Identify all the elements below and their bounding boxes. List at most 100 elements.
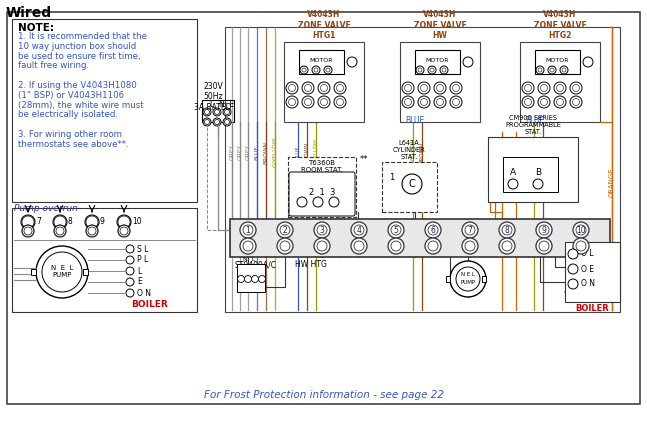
Text: T6360B
ROOM STAT.: T6360B ROOM STAT. (301, 160, 343, 173)
Circle shape (326, 68, 330, 72)
Bar (12, 19, 197, 202)
Text: 1: 1 (389, 173, 395, 181)
Circle shape (428, 66, 436, 74)
Circle shape (450, 261, 486, 297)
Text: PUMP: PUMP (52, 272, 72, 278)
Circle shape (462, 238, 478, 254)
Circle shape (126, 289, 134, 297)
Circle shape (456, 267, 480, 291)
Circle shape (434, 96, 446, 108)
Text: E: E (137, 278, 142, 287)
Circle shape (573, 84, 580, 92)
Circle shape (54, 216, 66, 228)
Circle shape (252, 276, 259, 282)
Circle shape (118, 216, 130, 228)
Circle shape (289, 98, 296, 106)
Circle shape (391, 225, 401, 235)
Text: G/YELLOW: G/YELLOW (314, 138, 318, 166)
Circle shape (583, 57, 593, 67)
Bar (202, 100, 234, 122)
Circle shape (548, 66, 556, 74)
Text: (28mm), the white wire must: (28mm), the white wire must (18, 100, 144, 110)
Circle shape (53, 215, 67, 229)
FancyBboxPatch shape (289, 172, 355, 216)
Text: BLUE: BLUE (296, 145, 300, 159)
Circle shape (21, 215, 35, 229)
Circle shape (556, 98, 564, 106)
Circle shape (126, 267, 134, 275)
Circle shape (539, 241, 549, 251)
Circle shape (203, 118, 211, 126)
Circle shape (204, 119, 210, 124)
Circle shape (354, 225, 364, 235)
Bar (400, 42, 480, 122)
Text: V4043H
ZONE VALVE
HTG1: V4043H ZONE VALVE HTG1 (298, 10, 351, 40)
Circle shape (570, 82, 582, 94)
Text: 10 way junction box should: 10 way junction box should (18, 42, 137, 51)
Text: N  E  L: N E L (50, 265, 73, 271)
Circle shape (300, 66, 308, 74)
Circle shape (302, 82, 314, 94)
Circle shape (538, 96, 550, 108)
Text: MOTOR: MOTOR (545, 57, 569, 62)
Text: S L: S L (137, 244, 148, 254)
Circle shape (314, 238, 330, 254)
Circle shape (24, 227, 32, 235)
Circle shape (289, 84, 296, 92)
Circle shape (525, 98, 531, 106)
Bar (565, 242, 620, 302)
Circle shape (463, 57, 473, 67)
Text: 7: 7 (468, 225, 472, 235)
Text: N  L: N L (243, 257, 256, 262)
Circle shape (329, 197, 339, 207)
Text: 10: 10 (132, 216, 142, 225)
Circle shape (428, 241, 438, 251)
Text: NOTE:: NOTE: (18, 23, 54, 33)
Circle shape (404, 84, 411, 92)
Circle shape (56, 227, 64, 235)
Text: 3. For wiring other room: 3. For wiring other room (18, 130, 122, 139)
Text: G/YELLOW: G/YELLOW (272, 137, 278, 167)
Circle shape (336, 98, 344, 106)
Text: 4: 4 (356, 225, 362, 235)
Text: ST9400A/C: ST9400A/C (235, 260, 277, 269)
Text: 7: 7 (36, 216, 41, 225)
Text: N E L: N E L (461, 273, 475, 278)
Circle shape (425, 238, 441, 254)
Circle shape (418, 96, 430, 108)
Circle shape (305, 84, 311, 92)
Circle shape (568, 279, 578, 289)
Bar (299, 50, 344, 74)
Text: V4043H
ZONE VALVE
HW: V4043H ZONE VALVE HW (413, 10, 466, 40)
Text: L641A
CYLINDER
STAT.: L641A CYLINDER STAT. (393, 140, 425, 160)
Text: GREY: GREY (237, 144, 243, 160)
Bar (12, 208, 197, 312)
Circle shape (442, 68, 446, 72)
Text: 1: 1 (246, 225, 250, 235)
Text: G/YELLOW: G/YELLOW (410, 138, 415, 166)
Text: BOILER: BOILER (575, 304, 609, 313)
Circle shape (568, 264, 578, 274)
Text: ORANGE: ORANGE (499, 169, 505, 195)
Circle shape (317, 225, 327, 235)
Text: ORANGE: ORANGE (609, 167, 615, 197)
Bar (288, 157, 356, 217)
Circle shape (320, 98, 327, 106)
Circle shape (536, 66, 544, 74)
Circle shape (213, 108, 221, 116)
Circle shape (126, 256, 134, 264)
Bar (446, 276, 450, 282)
Circle shape (277, 238, 293, 254)
Circle shape (437, 84, 443, 92)
Circle shape (434, 82, 446, 94)
Circle shape (318, 96, 330, 108)
Circle shape (240, 222, 256, 238)
Circle shape (538, 68, 542, 72)
Circle shape (538, 82, 550, 94)
Circle shape (215, 119, 219, 124)
Text: BROWN: BROWN (305, 141, 309, 162)
Text: O E: O E (581, 265, 594, 273)
Text: GREY: GREY (245, 144, 250, 160)
Circle shape (243, 225, 253, 235)
Circle shape (437, 98, 443, 106)
